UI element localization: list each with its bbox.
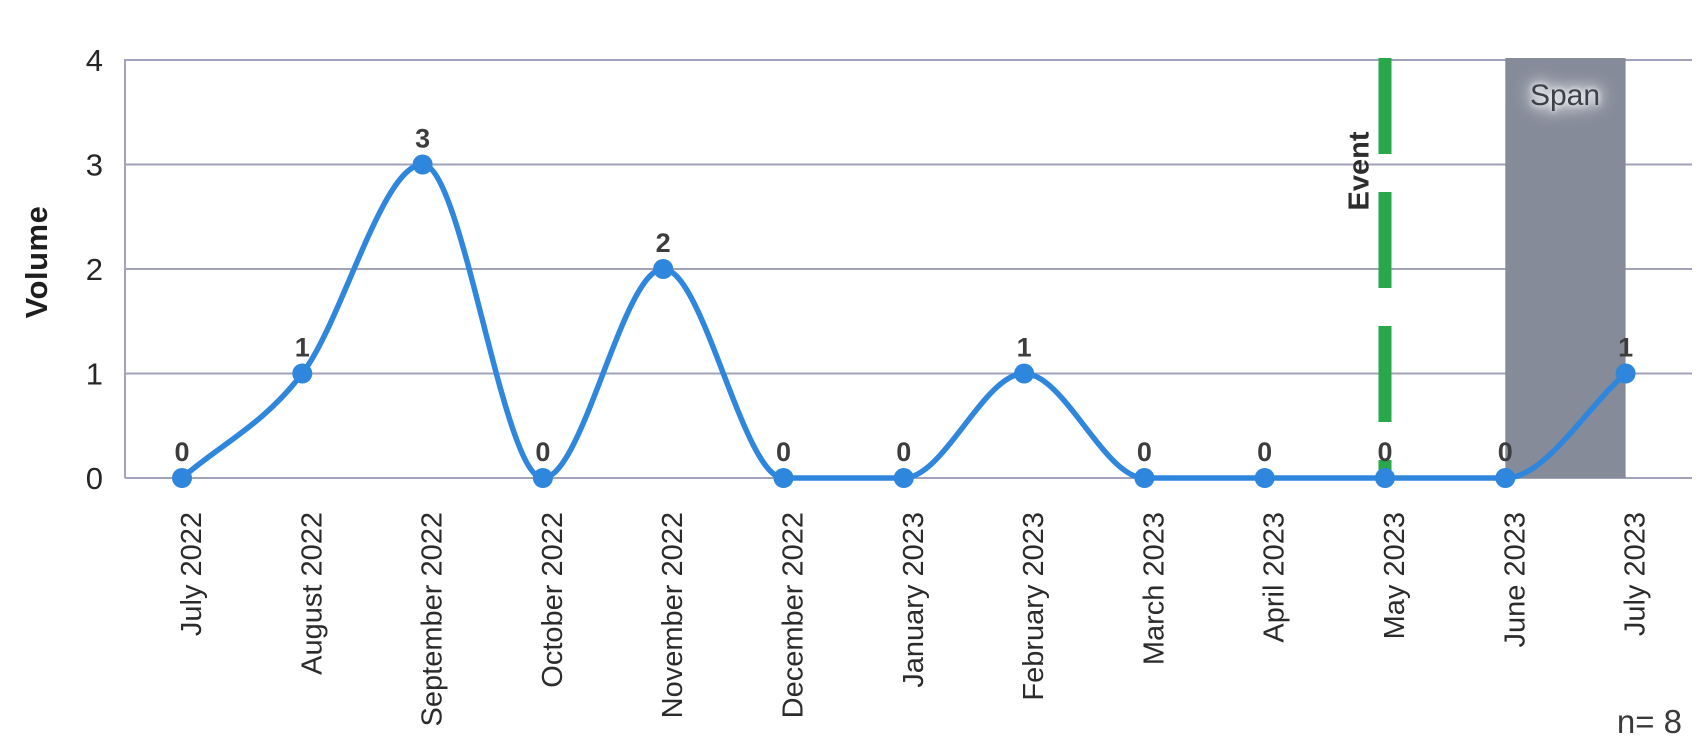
x-axis-label: August 2022 <box>296 512 328 675</box>
data-point-marker <box>292 363 313 384</box>
x-axis-label: June 2023 <box>1499 512 1531 647</box>
data-point-label: 0 <box>896 437 911 467</box>
data-point-marker <box>1495 468 1516 488</box>
x-axis-label: October 2022 <box>537 512 569 688</box>
x-axis-label: July 2022 <box>176 512 208 636</box>
data-point-marker <box>893 468 914 488</box>
y-tick-label: 2 <box>86 252 103 287</box>
data-point-label: 0 <box>1498 437 1513 467</box>
x-axis-label: July 2023 <box>1620 512 1652 636</box>
data-point-label: 0 <box>174 437 189 467</box>
x-axis-label: January 2023 <box>898 512 930 688</box>
data-point-marker <box>172 468 192 488</box>
span-annotation-label: Span <box>1529 79 1601 112</box>
data-point-marker <box>1014 363 1035 384</box>
y-axis-title: Volume <box>19 205 54 319</box>
data-point-label: 2 <box>656 228 671 258</box>
x-axis-label: December 2022 <box>778 512 810 718</box>
data-point-label: 1 <box>295 333 310 363</box>
data-point-marker <box>1375 468 1395 488</box>
data-point-label: 0 <box>776 437 791 467</box>
x-axis-label: September 2022 <box>417 512 449 726</box>
data-point-marker <box>1134 468 1155 488</box>
data-point-label: 0 <box>1377 437 1392 467</box>
sample-size-label: n= 8 <box>1616 703 1682 740</box>
data-point-marker <box>532 468 553 488</box>
data-point-marker <box>1615 363 1636 384</box>
trend-line <box>179 161 1629 481</box>
x-axis-label: May 2023 <box>1379 512 1411 639</box>
data-point-marker <box>412 154 433 175</box>
x-axis-label: November 2022 <box>657 512 689 718</box>
y-tick-label: 4 <box>86 43 103 78</box>
data-point-marker <box>773 468 794 488</box>
data-point-marker <box>1254 468 1275 488</box>
span-region <box>1505 58 1626 478</box>
data-point-label: 0 <box>1137 437 1152 467</box>
data-point-label: 1 <box>1017 333 1032 363</box>
data-point-label: 0 <box>1257 437 1272 467</box>
y-tick-label: 3 <box>86 148 103 183</box>
y-tick-label: 1 <box>86 357 103 392</box>
data-point-marker <box>653 259 674 279</box>
data-point-label: 0 <box>535 437 550 467</box>
data-point-label: 3 <box>415 124 430 154</box>
x-axis-label: March 2023 <box>1138 512 1170 665</box>
y-tick-label: 0 <box>86 461 103 496</box>
data-point-label: 1 <box>1618 333 1633 363</box>
x-axis-label: February 2023 <box>1018 512 1050 701</box>
x-axis-label: April 2023 <box>1259 512 1291 643</box>
event-annotation-label: Event <box>1343 131 1376 211</box>
